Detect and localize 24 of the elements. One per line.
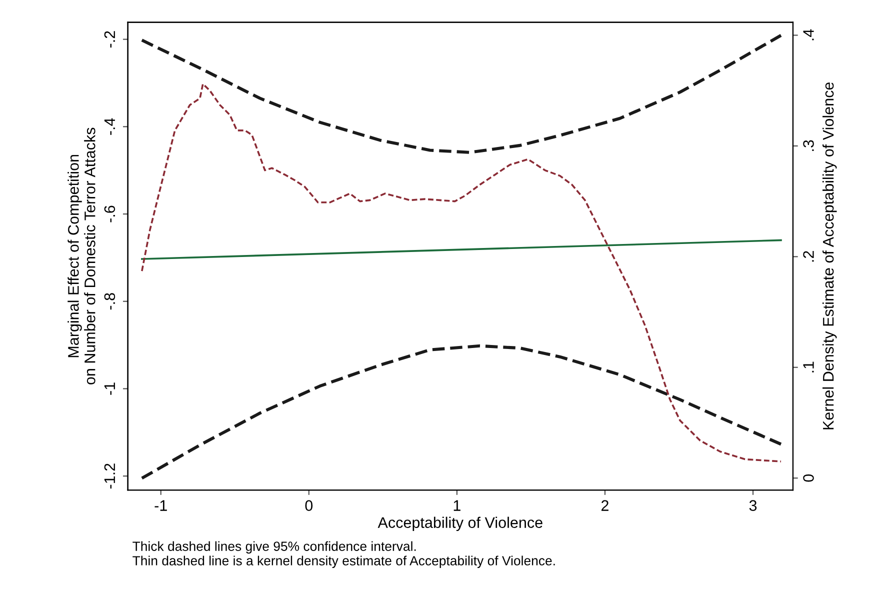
x-tick-label: 0 — [305, 500, 313, 511]
x-tick-label: 3 — [749, 500, 757, 511]
line-series — [140, 34, 783, 154]
line-series — [141, 83, 782, 462]
y2-tick-label: .1 — [803, 362, 814, 372]
y2-tick-label: 0 — [803, 474, 814, 482]
y2-tick-label: .3 — [803, 140, 814, 151]
y-tick-label: -1 — [104, 382, 115, 395]
text: Thick dashed lines give 95% confidence interval. — [132, 541, 416, 554]
y-tick-label: -.2 — [104, 31, 115, 48]
y-tick-label: -.8 — [104, 293, 116, 310]
y-tick-label: -1.2 — [104, 464, 115, 489]
y2-tick-label: .4 — [803, 29, 814, 40]
y-axis-title: Marginal Effect of Competition on Number of Domestic Terror Attacks — [68, 128, 96, 384]
x-tick-label: -1 — [154, 500, 167, 511]
x-tick-label: 2 — [601, 500, 608, 511]
y-tick-label: -.6 — [104, 206, 116, 222]
x-tick-label: 1 — [454, 500, 460, 511]
line-series — [140, 344, 783, 480]
y2-tick-label: .2 — [803, 251, 814, 262]
x-axis-title: Acceptability of Violence — [378, 516, 542, 532]
y-tick-label: -.4 — [104, 118, 115, 135]
text: Thin dashed line is a kernel density estimate of Acceptability of Violence. — [132, 556, 555, 568]
y2-axis-title: Kernel Density Estimate of Acceptability of Violence — [822, 82, 837, 430]
